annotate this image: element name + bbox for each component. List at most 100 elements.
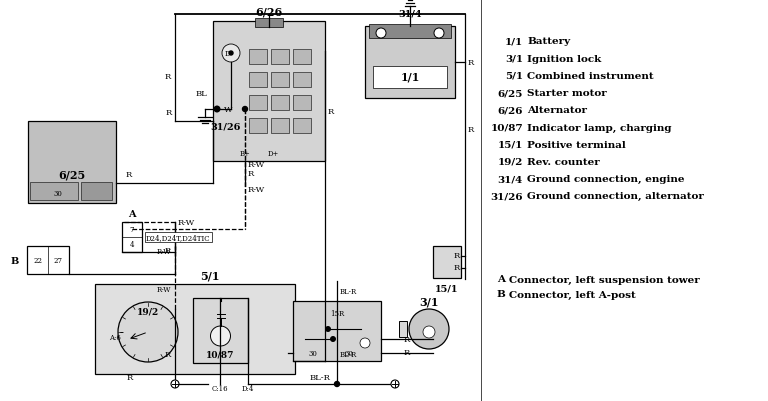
Text: Ground connection, engine: Ground connection, engine	[527, 175, 684, 184]
Circle shape	[214, 106, 220, 113]
Bar	[271, 96, 289, 111]
Text: D-: D-	[225, 50, 233, 58]
Text: BL-R: BL-R	[340, 350, 357, 358]
Circle shape	[434, 29, 444, 39]
Text: BL-R: BL-R	[310, 373, 330, 381]
Text: R: R	[328, 108, 334, 116]
Text: 31/4: 31/4	[498, 175, 523, 184]
Text: 6/25: 6/25	[498, 89, 523, 98]
Text: R: R	[165, 350, 171, 358]
Bar	[95, 284, 295, 374]
Bar	[27, 246, 69, 274]
Bar	[28, 122, 116, 203]
Bar	[293, 73, 311, 88]
Bar	[293, 50, 311, 65]
Text: Ignition lock: Ignition lock	[527, 55, 601, 63]
Text: 30: 30	[345, 349, 353, 357]
Text: Ground connection, alternator: Ground connection, alternator	[527, 192, 704, 201]
Text: Battery: Battery	[527, 37, 570, 47]
Text: R: R	[165, 246, 171, 254]
Text: R: R	[127, 373, 133, 381]
Text: C:16: C:16	[212, 384, 228, 392]
Text: W: W	[224, 106, 233, 114]
Text: R: R	[126, 170, 132, 178]
Bar	[193, 298, 248, 363]
Text: 15/1: 15/1	[498, 140, 523, 149]
Bar	[249, 96, 267, 111]
Text: 6/26: 6/26	[256, 6, 283, 18]
Bar	[81, 182, 111, 200]
Text: 3/1: 3/1	[505, 55, 523, 63]
Text: 27: 27	[54, 256, 63, 264]
Text: 19/2: 19/2	[498, 158, 523, 166]
Text: BL: BL	[195, 90, 207, 98]
Text: R: R	[468, 59, 475, 67]
Text: 1/1: 1/1	[505, 37, 523, 47]
Text: R: R	[404, 348, 410, 356]
Circle shape	[222, 45, 240, 63]
Text: Rev. counter: Rev. counter	[527, 158, 600, 166]
Circle shape	[325, 326, 331, 332]
Bar	[293, 301, 381, 361]
Text: 30: 30	[54, 190, 62, 198]
Text: B: B	[11, 256, 19, 265]
Text: Combined instrument: Combined instrument	[527, 72, 654, 81]
Text: 19/2: 19/2	[137, 307, 159, 316]
Bar	[373, 67, 447, 89]
Text: 6/25: 6/25	[58, 169, 85, 180]
Bar	[249, 73, 267, 88]
Text: 15R: 15R	[330, 309, 344, 317]
Bar	[433, 246, 461, 278]
Text: BL-R: BL-R	[340, 287, 357, 295]
Text: 5/1: 5/1	[505, 72, 523, 81]
Text: 10/87: 10/87	[207, 350, 235, 358]
Text: R-W: R-W	[157, 285, 171, 293]
Text: Positive terminal: Positive terminal	[527, 140, 626, 149]
Text: 3/1: 3/1	[419, 296, 439, 307]
Text: A: A	[128, 210, 136, 219]
Circle shape	[376, 29, 386, 39]
Text: Alternator: Alternator	[527, 106, 587, 115]
Circle shape	[360, 338, 370, 348]
Text: R: R	[166, 109, 172, 117]
Text: 22: 22	[33, 256, 42, 264]
Text: Indicator lamp, charging: Indicator lamp, charging	[527, 123, 671, 132]
Text: 31/4: 31/4	[398, 10, 422, 18]
Bar	[365, 27, 455, 99]
Text: R-W: R-W	[248, 160, 265, 168]
Text: 7: 7	[130, 226, 134, 234]
Text: 4: 4	[130, 241, 134, 249]
Text: 31/26: 31/26	[491, 192, 523, 201]
Circle shape	[229, 52, 233, 56]
Circle shape	[391, 380, 399, 388]
Text: R: R	[468, 126, 475, 134]
Circle shape	[335, 381, 339, 387]
Bar	[122, 223, 142, 252]
Text: D:4: D:4	[242, 384, 254, 392]
Text: Connector, left A-post: Connector, left A-post	[509, 290, 636, 299]
Circle shape	[118, 302, 178, 362]
Text: R-W: R-W	[157, 247, 171, 255]
Text: R-W: R-W	[248, 186, 265, 194]
Bar	[369, 25, 451, 39]
Text: R: R	[248, 170, 254, 178]
Circle shape	[171, 380, 179, 388]
Text: Connector, left suspension tower: Connector, left suspension tower	[509, 275, 700, 284]
Bar	[271, 50, 289, 65]
Circle shape	[243, 107, 247, 112]
Text: 31/26: 31/26	[210, 122, 240, 131]
Text: R-W: R-W	[178, 219, 195, 227]
Text: A:6: A:6	[109, 333, 121, 341]
Text: B+: B+	[240, 150, 250, 158]
Text: 30: 30	[309, 349, 317, 357]
Text: R: R	[454, 251, 460, 259]
Text: R: R	[454, 264, 460, 272]
Bar	[255, 19, 283, 28]
Circle shape	[409, 309, 449, 349]
Bar	[293, 119, 311, 134]
Bar	[271, 119, 289, 134]
Bar	[249, 119, 267, 134]
Bar	[293, 96, 311, 111]
Text: R: R	[404, 335, 410, 343]
Circle shape	[423, 326, 435, 338]
